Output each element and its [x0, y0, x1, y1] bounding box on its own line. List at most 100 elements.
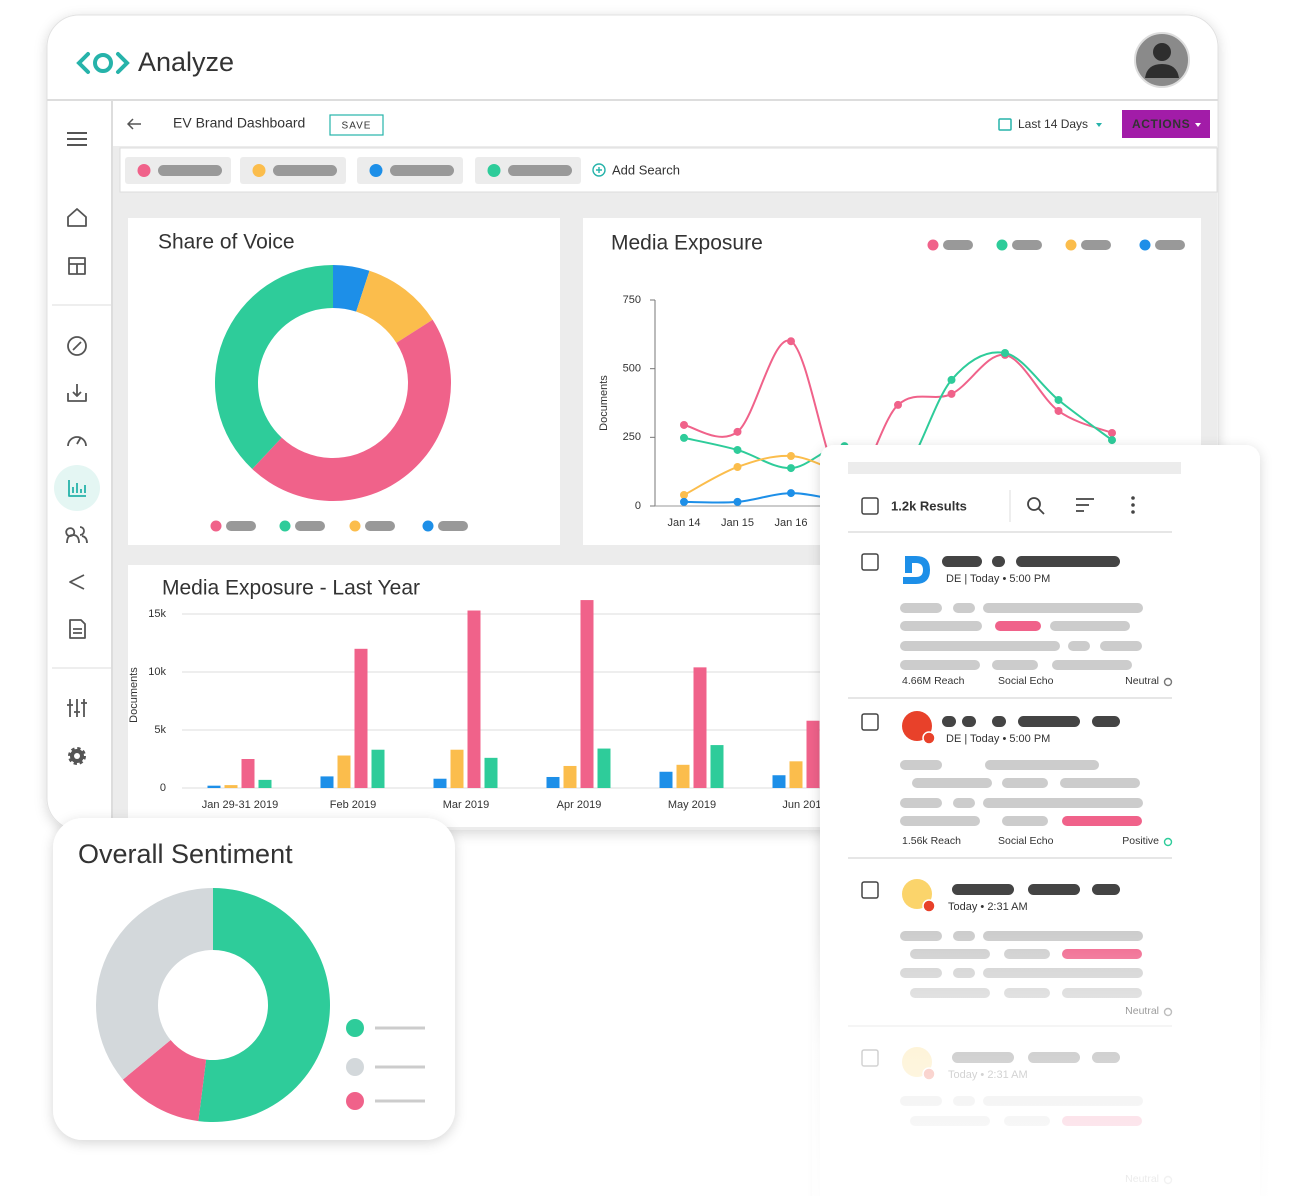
toolbar — [113, 101, 1217, 146]
item-source: Social Echo — [998, 835, 1054, 847]
bar — [224, 785, 238, 788]
bar — [371, 749, 385, 788]
legend-placeholder — [438, 521, 468, 531]
kebab-dot[interactable] — [1131, 510, 1135, 514]
placeholder — [900, 603, 942, 613]
donut-slice — [215, 265, 333, 470]
data-point — [894, 400, 902, 409]
x-tick-label: Feb 2019 — [330, 799, 376, 811]
bar — [450, 749, 464, 788]
data-point — [733, 427, 742, 436]
placeholder — [953, 798, 975, 808]
date-range[interactable]: Last 14 Days — [1018, 117, 1088, 131]
bar — [467, 610, 481, 788]
data-point — [733, 445, 742, 454]
search-chip-dot — [369, 164, 383, 177]
placeholder — [273, 165, 337, 176]
x-tick-label: Jun 2019 — [782, 799, 827, 811]
legend-dot — [346, 1058, 364, 1076]
chart-title: Media Exposure — [611, 232, 763, 255]
data-point — [787, 464, 795, 473]
legend-dot — [1139, 239, 1151, 251]
actions-button[interactable] — [1122, 110, 1210, 138]
placeholder — [983, 798, 1143, 808]
placeholder — [900, 660, 980, 670]
actions-label[interactable]: ACTIONS — [1132, 117, 1190, 131]
bar — [241, 759, 255, 788]
donut-slice — [198, 888, 331, 1122]
item-sentiment: Neutral — [1125, 675, 1159, 687]
placeholder — [1002, 816, 1048, 826]
logo-right — [116, 52, 130, 74]
x-tick-label: Mar 2019 — [443, 799, 489, 811]
x-tick-label: Jan 14 — [667, 517, 700, 529]
item-checkbox[interactable] — [861, 713, 879, 731]
kebab-dot[interactable] — [1131, 496, 1135, 500]
chart-title: Share of Voice — [158, 231, 295, 254]
nav-icon[interactable] — [69, 619, 86, 639]
placeholder — [912, 778, 992, 788]
add-search[interactable]: Add Search — [612, 162, 680, 177]
nav-icon[interactable] — [69, 574, 85, 590]
placeholder — [158, 165, 222, 176]
nav-icon[interactable] — [67, 699, 87, 717]
search-icon[interactable] — [1027, 497, 1041, 511]
app-name: Analyze — [138, 47, 234, 77]
back-arrow[interactable] — [126, 118, 141, 130]
results-card: 1.2k Results DE | Today • 5:00 PM 4.66M Re… — [812, 445, 1272, 1196]
bar — [484, 757, 498, 788]
placeholder — [962, 716, 976, 727]
bar — [433, 778, 447, 788]
kebab-dot[interactable] — [1131, 503, 1135, 507]
placeholder — [1018, 716, 1080, 727]
add-search-icon — [592, 163, 606, 177]
placeholder — [1016, 556, 1120, 567]
bar — [207, 785, 221, 788]
actions-caret — [1195, 123, 1201, 127]
data-point — [733, 462, 742, 471]
placeholder — [985, 760, 1099, 770]
sort-icon[interactable] — [1076, 498, 1094, 512]
nav-icon[interactable] — [68, 480, 86, 497]
bar — [710, 745, 724, 788]
placeholder — [983, 603, 1143, 613]
item-checkbox[interactable] — [861, 881, 879, 899]
legend-dot — [927, 239, 939, 251]
nav-icon[interactable] — [67, 436, 87, 447]
placeholder — [900, 816, 980, 826]
placeholder — [1028, 884, 1080, 895]
data-point — [1054, 406, 1063, 415]
bar — [772, 775, 786, 788]
y-tick-label: 15k — [148, 608, 166, 620]
save-button[interactable] — [329, 114, 384, 136]
nav-icon[interactable] — [67, 336, 87, 356]
nav-icon[interactable] — [68, 257, 86, 275]
donut-slice — [252, 319, 452, 502]
placeholder — [992, 556, 1005, 567]
placeholder — [1052, 660, 1132, 670]
placeholder — [900, 641, 1060, 651]
data-point — [787, 452, 795, 461]
nav-icon[interactable] — [65, 526, 88, 544]
placeholder — [1062, 816, 1142, 826]
main-window: Analyze EV Brand Dashboard SAVE Last 14 Day… — [46, 14, 1219, 831]
data-point — [733, 497, 742, 506]
logo-left — [76, 52, 90, 74]
data-point — [680, 497, 688, 506]
legend-dot — [422, 520, 434, 532]
y-tick-label: 5k — [154, 724, 166, 736]
y-tick-label: 10k — [148, 666, 166, 678]
nav-icon[interactable] — [67, 208, 87, 227]
nav-icon-needle — [72, 341, 82, 351]
date-caret — [1096, 123, 1102, 127]
sentiment-dot — [1163, 837, 1173, 847]
item-checkbox[interactable] — [861, 553, 879, 571]
select-all-checkbox[interactable] — [861, 497, 879, 515]
nav-icon[interactable] — [67, 384, 87, 402]
item-reach: 4.66M Reach — [902, 675, 965, 687]
placeholder — [900, 798, 942, 808]
placeholder — [942, 556, 982, 567]
calendar-icon — [998, 118, 1012, 131]
save-label[interactable]: SAVE — [342, 121, 372, 132]
